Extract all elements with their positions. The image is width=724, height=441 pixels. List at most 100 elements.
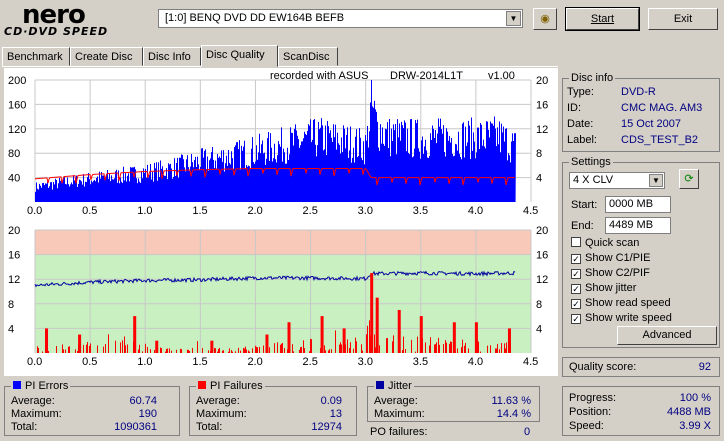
pi-failure-bar	[292, 344, 293, 353]
pi-failure-bar	[229, 348, 230, 353]
pi-failure-bar	[443, 344, 444, 353]
end-label: End:	[571, 220, 594, 232]
quality-score-value: 92	[698, 361, 711, 373]
pi-failures-chart: 20 16 12 8 4 20 16 12 8 4 0.0 0.5 1.0 1.5 2.0 2.5 3.0 3.5…	[8, 225, 548, 368]
pi-failure-bar	[63, 349, 64, 353]
pi-failure-peak-bar	[419, 316, 423, 353]
pi-failures-max-label: Maximum:	[196, 408, 247, 420]
start-button[interactable]: Start	[565, 7, 640, 31]
pi-failure-bar	[350, 342, 351, 353]
pi-failure-bar	[208, 350, 209, 353]
x-tick-label: 0.0	[27, 205, 42, 217]
y-right-tick-label: 4	[536, 323, 542, 335]
pi-failure-bar	[301, 346, 302, 353]
pi-failure-bar	[77, 351, 78, 353]
quick-scan-checkbox[interactable]: Quick scan	[571, 237, 639, 249]
tab-disc-info[interactable]: Disc Info	[143, 47, 201, 66]
pi-failure-bar	[62, 344, 63, 353]
pi-failure-bar	[37, 346, 38, 353]
y-right-tick-label: 20	[536, 75, 548, 87]
pif-danger-zone	[35, 230, 531, 255]
pi-failure-bar	[161, 348, 162, 353]
pi-failure-bar	[252, 348, 253, 353]
start-input[interactable]: 0000 MB	[605, 196, 671, 213]
x-tick-label: 2.0	[247, 356, 262, 368]
pi-failure-bar	[125, 345, 126, 353]
show-c1-box[interactable]: ✓	[571, 254, 581, 264]
pi-failure-bar	[255, 345, 256, 353]
type-label: Type:	[567, 86, 594, 98]
pi-failure-bar	[89, 345, 90, 353]
speed-label: Speed:	[569, 420, 604, 432]
recorded-version-text: v1.00	[488, 70, 515, 82]
id-value: CMC MAG. AM3	[621, 102, 703, 114]
show-jitter-box[interactable]: ✓	[571, 284, 581, 294]
pi-failure-bar	[430, 337, 431, 353]
y-right-tick-label: 16	[536, 250, 548, 262]
drive-select[interactable]: [1:0] BENQ DVD DD EW164B BEFB ▼	[158, 9, 523, 28]
show-c2-checkbox[interactable]: ✓ Show C2/PIF	[571, 267, 650, 279]
refresh-button[interactable]: ⟳	[679, 169, 699, 189]
tab-benchmark[interactable]: Benchmark	[2, 47, 70, 66]
show-read-checkbox[interactable]: ✓ Show read speed	[571, 297, 671, 309]
pi-failure-bar	[362, 350, 363, 353]
show-c1-label: Show C1/PIE	[585, 252, 651, 264]
pi-failure-bar	[147, 346, 148, 353]
pi-failure-bar	[356, 341, 357, 353]
pi-failure-bar	[202, 348, 203, 353]
pi-failure-bar	[176, 349, 177, 353]
chevron-down-icon[interactable]: ▼	[649, 174, 663, 187]
pi-failure-peak-bar	[474, 322, 478, 353]
show-jitter-checkbox[interactable]: ✓ Show jitter	[571, 282, 636, 294]
drive-info-button[interactable]: ◉	[533, 8, 557, 30]
y-right-tick-label: 12	[536, 124, 548, 136]
pi-failure-bar	[287, 349, 288, 353]
x-tick-label: 4.0	[468, 356, 483, 368]
pi-failure-bar	[393, 335, 394, 353]
y-right-tick-label: 8	[536, 148, 542, 160]
pi-failure-bar	[122, 340, 123, 353]
pi-failure-bar	[223, 350, 224, 353]
chevron-down-icon[interactable]: ▼	[506, 11, 521, 26]
y-left-tick-label: 12	[8, 274, 20, 286]
pi-failure-peak-bar	[397, 309, 401, 353]
advanced-button[interactable]: Advanced	[617, 326, 717, 345]
show-read-box[interactable]: ✓	[571, 299, 581, 309]
speed-select[interactable]: 4 X CLV ▼	[569, 172, 665, 189]
read-speed-series	[34, 167, 515, 186]
pi-failure-bar	[331, 349, 332, 353]
show-write-box[interactable]: ✓	[571, 314, 581, 324]
quick-scan-box[interactable]	[571, 237, 581, 247]
show-c2-box[interactable]: ✓	[571, 269, 581, 279]
quality-score-label: Quality score:	[569, 361, 637, 373]
pi-failure-bar	[487, 345, 488, 353]
pi-failure-peak-bar	[507, 328, 511, 353]
pi-failure-bar	[219, 347, 220, 353]
pi-failure-peak-bar	[370, 273, 374, 353]
pi-failure-peak-bar	[287, 322, 291, 353]
pi-failure-bar	[340, 342, 341, 353]
pi-errors-chart: 200 160 120 80 40 20 16 12 8 4 0.0 0.5 1.0 1.5 2.0 2.5 3…	[8, 75, 548, 217]
show-write-checkbox[interactable]: ✓ Show write speed	[571, 312, 672, 324]
pi-failure-bar	[480, 351, 481, 353]
pi-failure-bar	[238, 347, 239, 353]
x-tick-label: 2.0	[247, 205, 262, 217]
tab-disc-quality[interactable]: Disc Quality	[201, 45, 278, 67]
pi-failure-bar	[83, 344, 84, 353]
show-c1-checkbox[interactable]: ✓ Show C1/PIE	[571, 252, 650, 264]
end-input[interactable]: 4489 MB	[605, 217, 671, 234]
pi-failure-bar	[405, 349, 406, 353]
y-left-tick-label: 4	[8, 323, 14, 335]
exit-button[interactable]: Exit	[648, 8, 718, 30]
start-input-value: 0000 MB	[609, 198, 654, 210]
pi-failure-bar	[329, 349, 330, 353]
cd-dvd-speed-logo: CD·DVD SPEED	[4, 25, 109, 38]
jitter-title: Jitter	[374, 380, 414, 392]
pi-failure-bar	[269, 347, 270, 353]
pi-failure-bar	[439, 344, 440, 353]
show-c2-label: Show C2/PIF	[585, 267, 650, 279]
tab-scandisc[interactable]: ScanDisc	[278, 47, 338, 66]
quick-scan-label: Quick scan	[585, 237, 640, 249]
pi-failure-bar	[438, 337, 439, 353]
tab-create-disc[interactable]: Create Disc	[70, 47, 143, 66]
